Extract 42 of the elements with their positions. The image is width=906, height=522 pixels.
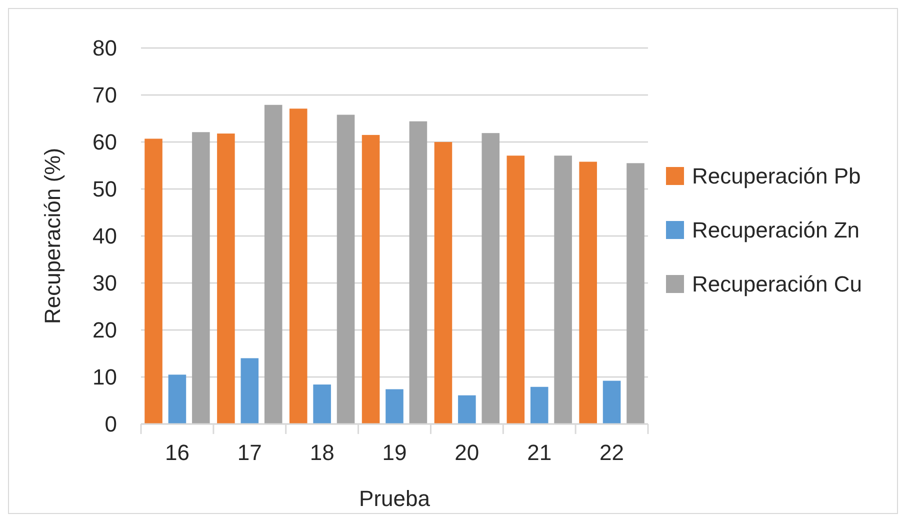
y-tick-label: 50 [92,176,117,202]
y-tick-label: 20 [92,318,117,343]
y-axis-title: Recuperación (%) [40,148,65,324]
bar [313,384,331,424]
bar [482,133,500,424]
legend-label: Recuperación Zn [692,218,860,243]
bar [217,134,235,424]
y-tick-label: 30 [92,270,117,296]
x-tick-label: 17 [237,440,262,465]
bar [386,389,404,424]
bar [602,380,621,424]
x-tick-label: 21 [527,440,552,465]
y-tick-label: 0 [104,412,117,437]
bar [168,374,186,424]
legend-label: Recuperación Pb [692,164,861,189]
bar [409,121,428,424]
bar [264,104,282,424]
bar [192,132,210,424]
bar [506,156,525,424]
bar [579,162,597,424]
legend-label: Recuperación Cu [692,272,862,297]
y-tick-label: 60 [92,130,117,155]
bar [434,142,452,424]
x-tick-label: 18 [310,440,334,465]
x-tick-label: 22 [600,440,624,465]
bar [240,358,259,424]
bar [554,156,572,424]
x-axis-title: Prueba [359,486,431,511]
bar [530,386,548,424]
y-tick-label: 40 [92,224,117,249]
bar [144,138,162,424]
x-tick-label: 19 [382,440,407,465]
bar [362,134,380,424]
y-tick-label: 70 [92,82,117,108]
bar [626,163,644,424]
x-tick-label: 20 [454,440,480,465]
y-tick-label: 80 [92,36,117,61]
y-tick-label: 10 [92,364,117,390]
x-tick-label: 16 [164,440,190,465]
bar [458,395,476,424]
bar [289,108,308,424]
bar [336,114,355,424]
